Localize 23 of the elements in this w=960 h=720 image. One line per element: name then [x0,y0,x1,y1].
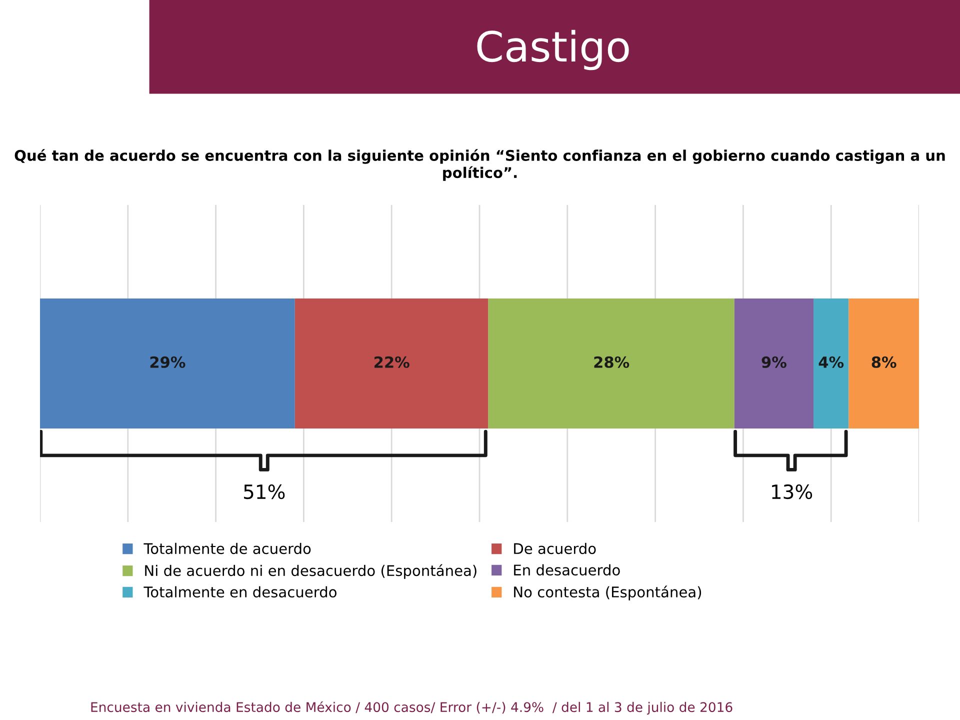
bar [294,298,488,428]
data-label: 28% [594,356,630,368]
legend-label: Totalmente de acuerdo [144,542,311,554]
data-label: 8% [872,356,896,368]
legend-label: De acuerdo [514,542,596,554]
data-label: 22% [374,356,410,368]
chart-subtitle: Qué tan de acuerdo se encuentra con la siguiente opinión “Siento confianza en el gobierno cuando castigan a un político”. [14,149,945,181]
bar [734,298,814,428]
bar [848,298,919,428]
bar [488,298,734,428]
legend-label: Totalmente en desacuerdo [144,586,336,598]
bar [40,298,295,428]
legend-label: Ni de acuerdo ni en desacuerdo (Espontánea) [145,564,476,579]
text: Encuesta en vivienda Estado de México / 400 casos/ Error (+/-) 4.9% / del 1 al 3 de julio de 2016 [91,701,732,715]
text: 51% [244,484,285,500]
data-label: 4% [818,356,844,368]
legend-label: No contesta (Espontánea) [514,586,702,600]
data-label: 29% [150,356,186,368]
text: 13% [772,484,812,500]
legend-label: En desacuerdo [514,564,620,576]
bar [814,298,849,428]
data-label: 9% [762,356,786,368]
chart-title: Castigo [477,30,629,70]
